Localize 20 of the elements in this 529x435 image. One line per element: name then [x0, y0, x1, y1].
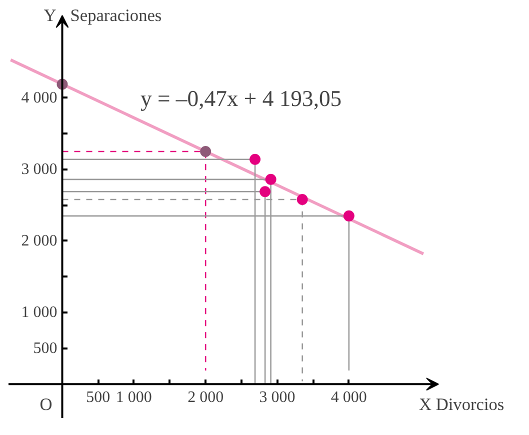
- y-tick-label: 1 000: [21, 304, 58, 322]
- y-axis-title: Y Separaciones: [44, 6, 162, 25]
- point: [250, 154, 261, 165]
- x-axis-title: X Divorcios: [418, 395, 504, 414]
- point: [343, 210, 354, 222]
- y-tick-label: 4 000: [21, 89, 58, 106]
- point: [260, 186, 271, 198]
- x-tick-label: 1 000: [116, 389, 152, 406]
- x-tick-label: 2 000: [188, 389, 224, 406]
- annotation: y = –0,47x + 4 193,05: [140, 86, 342, 111]
- point: [265, 174, 276, 185]
- y-tick-label: 3 000: [21, 160, 58, 178]
- x-tick-label: 500: [86, 389, 110, 406]
- x-tick-label: 4 000: [330, 389, 367, 406]
- annotation: O: [40, 395, 52, 414]
- point: [200, 146, 212, 157]
- y-tick-label: 500: [33, 340, 58, 357]
- y-tick-label: 2 000: [21, 232, 58, 250]
- x-tick-label: 3 000: [259, 389, 296, 406]
- point: [296, 194, 308, 205]
